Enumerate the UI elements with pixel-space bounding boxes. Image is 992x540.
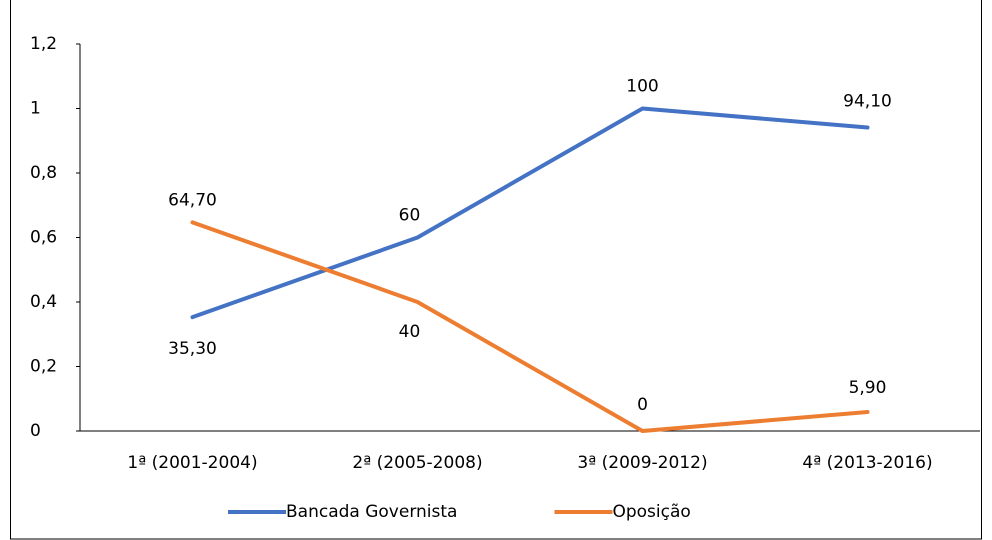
x-tick-label: 1ª (2001-2004)	[127, 453, 257, 473]
legend-label: Oposição	[612, 502, 690, 522]
x-tick-label: 4ª (2013-2016)	[802, 453, 932, 473]
data-label: 64,70	[168, 190, 217, 210]
chart-frame	[10, 0, 982, 540]
x-tick-label: 3ª (2009-2012)	[577, 453, 707, 473]
y-tick-label: 0,4	[30, 292, 57, 312]
x-tick-label: 2ª (2005-2008)	[352, 453, 482, 473]
data-label: 0	[637, 395, 648, 415]
y-tick-label: 1	[30, 99, 41, 119]
data-label: 5,90	[849, 378, 887, 398]
data-label: 94,10	[843, 92, 892, 112]
series-line	[190, 220, 870, 433]
legend-label: Bancada Governista	[286, 502, 457, 522]
y-tick-label: 0,8	[30, 163, 57, 183]
y-tick-label: 1,2	[30, 34, 57, 54]
series-line	[190, 106, 870, 320]
y-tick-label: 0,2	[30, 357, 57, 377]
data-label: 60	[399, 206, 421, 226]
y-tick-label: 0,6	[30, 228, 57, 248]
data-label: 35,30	[168, 339, 217, 359]
data-label: 100	[626, 77, 658, 97]
y-tick-label: 0	[30, 421, 41, 441]
data-label: 40	[399, 322, 421, 342]
